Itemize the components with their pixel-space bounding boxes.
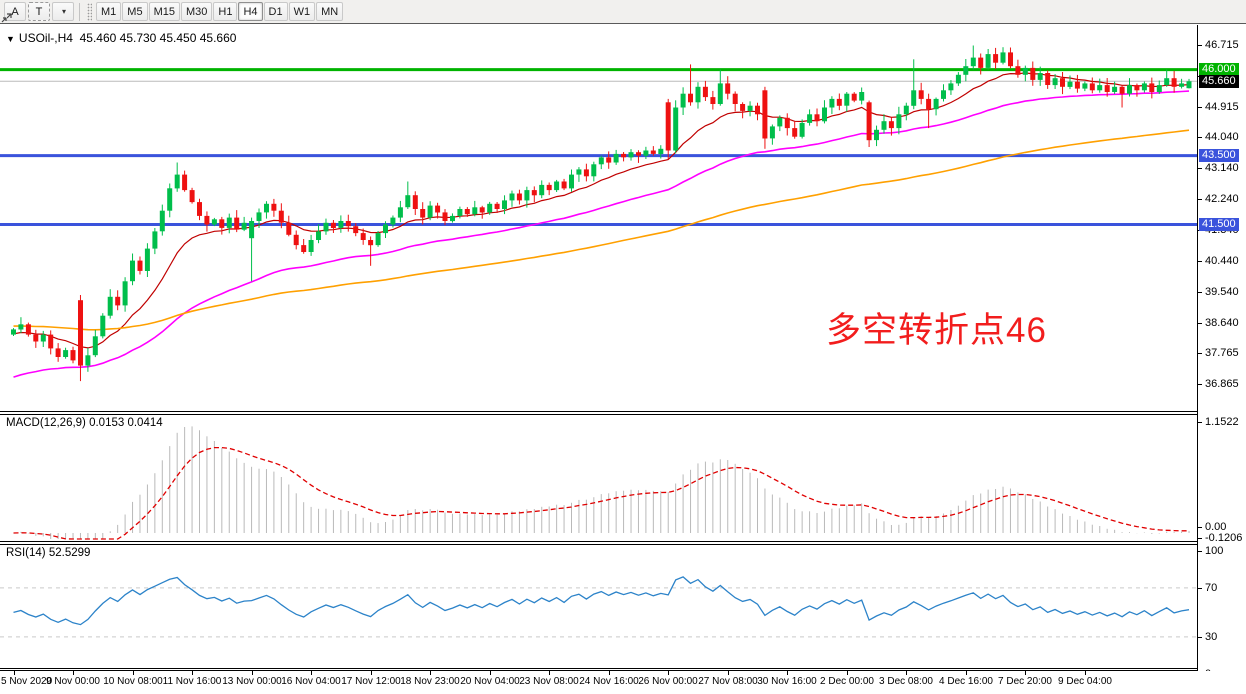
- date-tick-mark: [14, 671, 15, 675]
- panel-separator[interactable]: [0, 541, 1197, 545]
- axis-border-line: [1197, 25, 1198, 671]
- date-label: 11 Nov 16:00: [162, 676, 222, 687]
- date-label: 13 Nov 00:00: [222, 676, 282, 687]
- date-label: 2 Dec 00:00: [820, 676, 874, 687]
- panel-separator[interactable]: [0, 411, 1197, 415]
- chart-title: ▼ USOil-,H4 45.460 45.730 45.450 45.660: [6, 31, 236, 45]
- date-tick-mark: [668, 671, 669, 675]
- toolbar-divider: [79, 2, 80, 21]
- rsi-axis-label: 100: [1198, 545, 1246, 557]
- date-label: 23 Nov 08:00: [519, 676, 579, 687]
- price-axis-tick: 44.040: [1198, 131, 1246, 143]
- date-label: 24 Nov 16:00: [579, 676, 639, 687]
- date-label: 20 Nov 04:00: [460, 676, 520, 687]
- timeframe-button-h4[interactable]: H4: [238, 2, 263, 21]
- timeframe-button-d1[interactable]: D1: [263, 2, 288, 21]
- date-label: 3 Dec 08:00: [879, 676, 933, 687]
- timeframe-button-m1[interactable]: M1: [96, 2, 122, 21]
- chart-ohlc-values: 45.460 45.730 45.450 45.660: [79, 31, 237, 45]
- timeframe-button-mn[interactable]: MN: [316, 2, 344, 21]
- price-axis-tick: 46.715: [1198, 39, 1246, 51]
- date-label: 9 Nov 00:00: [46, 676, 100, 687]
- price-chart-canvas[interactable]: [0, 25, 1197, 411]
- price-axis-tick: 40.440: [1198, 255, 1246, 267]
- arrows-tool-button[interactable]: ▾: [1, 2, 74, 22]
- date-tick-mark: [311, 671, 312, 675]
- toolbar-grip[interactable]: [87, 2, 92, 21]
- date-label: 16 Nov 04:00: [281, 676, 341, 687]
- price-axis-tick: 39.540: [1198, 286, 1246, 298]
- date-label: 27 Nov 08:00: [698, 676, 758, 687]
- rsi-label: RSI(14) 52.5299: [6, 547, 90, 559]
- timeframe-button-m30[interactable]: M30: [180, 2, 213, 21]
- date-tick-mark: [252, 671, 253, 675]
- timeframe-button-m15[interactable]: M15: [148, 2, 180, 21]
- date-label: 10 Nov 08:00: [103, 676, 163, 687]
- macd-name: MACD(12,26,9): [6, 417, 86, 429]
- chart-text-annotation[interactable]: 多空转折点46: [826, 311, 1047, 350]
- rsi-name: RSI(14): [6, 547, 46, 559]
- macd-label: MACD(12,26,9) 0.0153 0.0414: [6, 417, 163, 429]
- date-tick-mark: [192, 671, 193, 675]
- text-tool-button[interactable]: T: [28, 2, 50, 21]
- toolbar: A T ▾ M1 M5 M15 M30 H1 H4 D1 W1 MN: [0, 0, 1246, 24]
- price-axis-tick: 43.140: [1198, 162, 1246, 174]
- price-level-badge: 45.660: [1199, 75, 1239, 88]
- date-label: 18 Nov 23:00: [400, 676, 460, 687]
- collapse-triangle-icon[interactable]: ▼: [6, 34, 15, 44]
- chevron-down-icon: ▾: [61, 7, 66, 16]
- date-tick-mark: [1025, 671, 1026, 675]
- price-axis-tick: 36.865: [1198, 378, 1246, 390]
- date-label: 17 Nov 12:00: [341, 676, 401, 687]
- date-tick-mark: [430, 671, 431, 675]
- price-axis-tick: 42.240: [1198, 193, 1246, 205]
- date-label: 4 Dec 16:00: [939, 676, 993, 687]
- date-tick-mark: [1085, 671, 1086, 675]
- macd-values: 0.0153 0.0414: [89, 417, 163, 429]
- price-axis-tick: 37.765: [1198, 347, 1246, 359]
- date-label: 5 Nov 2020: [1, 676, 53, 687]
- date-tick-mark: [966, 671, 967, 675]
- date-tick-mark: [847, 671, 848, 675]
- rsi-axis-label: 30: [1198, 631, 1246, 643]
- timeframe-button-m5[interactable]: M5: [122, 2, 148, 21]
- price-level-badge: 46.000: [1199, 63, 1239, 76]
- rsi-axis-label: 70: [1198, 582, 1246, 594]
- macd-axis-label: -0.1206: [1198, 532, 1246, 544]
- date-label: 9 Dec 04:00: [1058, 676, 1112, 687]
- date-tick-mark: [133, 671, 134, 675]
- rsi-panel-canvas[interactable]: [0, 545, 1197, 669]
- date-tick-mark: [906, 671, 907, 675]
- date-tick-mark: [490, 671, 491, 675]
- rsi-value: 52.5299: [48, 547, 91, 559]
- date-tick-mark: [609, 671, 610, 675]
- macd-panel-canvas[interactable]: [0, 415, 1197, 541]
- panel-separator: [0, 668, 1197, 671]
- date-label: 7 Dec 20:00: [998, 676, 1052, 687]
- price-axis-tick: 44.915: [1198, 101, 1246, 113]
- date-tick-mark: [73, 671, 74, 675]
- date-label: 26 Nov 00:00: [638, 676, 698, 687]
- macd-axis-label: 0.00: [1198, 521, 1246, 533]
- date-tick-mark: [549, 671, 550, 675]
- macd-axis-label: 1.1522: [1198, 416, 1246, 428]
- date-tick-mark: [371, 671, 372, 675]
- chart-symbol-period: USOil-,H4: [18, 31, 73, 45]
- price-axis-tick: 38.640: [1198, 317, 1246, 329]
- date-tick-mark: [787, 671, 788, 675]
- price-axis[interactable]: 46.71545.81544.91544.04043.14042.24041.3…: [1198, 25, 1246, 680]
- price-level-badge: 41.500: [1199, 218, 1239, 231]
- text-label-tool-button[interactable]: A: [4, 2, 26, 21]
- date-tick-mark: [728, 671, 729, 675]
- timeframe-button-h1[interactable]: H1: [213, 2, 238, 21]
- timeframe-button-w1[interactable]: W1: [288, 2, 316, 21]
- timeframe-buttons: M1 M5 M15 M30 H1 H4 D1 W1 MN: [96, 2, 344, 21]
- price-level-badge: 43.500: [1199, 149, 1239, 162]
- date-label: 30 Nov 16:00: [757, 676, 817, 687]
- date-axis[interactable]: 5 Nov 2020 9 Nov 00:00 10 Nov 08:00 11 Nov …: [0, 671, 1246, 694]
